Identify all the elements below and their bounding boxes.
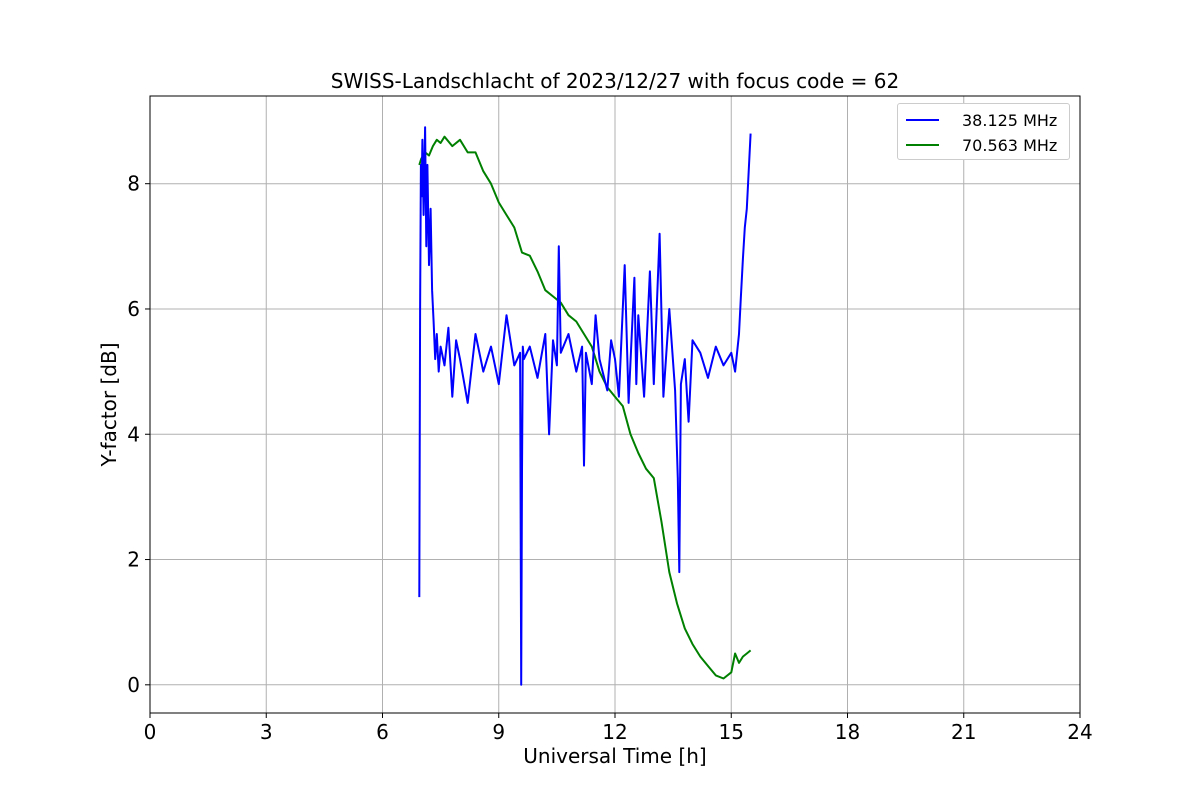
- y-axis-label: Y-factor [dB]: [97, 342, 121, 467]
- x-tick-label: 9: [492, 720, 505, 744]
- series-line-2: [418, 135, 752, 680]
- legend-entry-series-2: 70.563 MHz: [906, 135, 1057, 155]
- y-tick-label: 2: [127, 548, 140, 572]
- series-lines: [418, 126, 752, 686]
- x-axis-label: Universal Time [h]: [523, 744, 706, 768]
- x-tick-label: 18: [835, 720, 860, 744]
- x-tick-label: 15: [719, 720, 744, 744]
- series-line-1: [418, 126, 752, 686]
- legend: 38.125 MHz 70.563 MHz: [897, 103, 1070, 160]
- legend-entry-series-1: 38.125 MHz: [906, 110, 1057, 130]
- legend-label-series-2: 70.563 MHz: [962, 135, 1058, 155]
- chart-title: SWISS-Landschlacht of 2023/12/27 with fo…: [331, 69, 899, 93]
- x-tick-label: 3: [260, 720, 273, 744]
- y-tick-label: 4: [127, 422, 140, 446]
- x-tick-label: 12: [602, 720, 627, 744]
- y-tick-label: 0: [127, 673, 140, 697]
- legend-swatch-blue: [906, 119, 939, 121]
- x-tick-label: 24: [1067, 720, 1092, 744]
- legend-swatch-green: [906, 144, 939, 146]
- x-tick-label: 0: [144, 720, 157, 744]
- x-tick-label: 6: [376, 720, 389, 744]
- y-tick-label: 6: [127, 297, 140, 321]
- y-tick-label: 8: [127, 172, 140, 196]
- legend-label-series-1: 38.125 MHz: [962, 110, 1058, 130]
- x-tick-label: 21: [951, 720, 976, 744]
